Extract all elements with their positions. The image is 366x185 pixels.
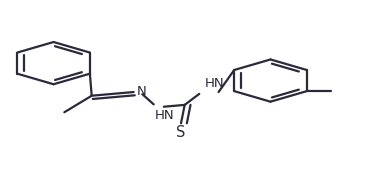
Text: S: S [176, 125, 186, 140]
Text: HN: HN [155, 109, 175, 122]
Text: N: N [137, 85, 146, 98]
Text: HN: HN [205, 77, 224, 90]
